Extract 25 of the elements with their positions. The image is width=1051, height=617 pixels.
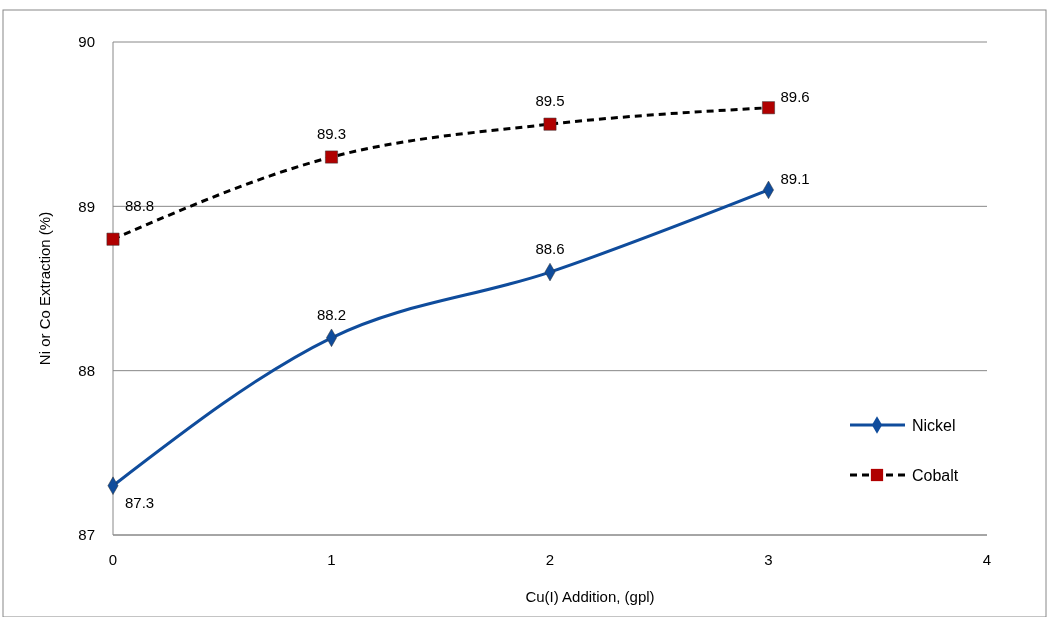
data-label: 88.2 xyxy=(316,305,347,323)
x-tick-label: 0 xyxy=(108,551,118,568)
point xyxy=(762,101,775,115)
y-tick-label: 88 xyxy=(78,361,95,379)
data-label: 88.8 xyxy=(125,197,155,215)
point xyxy=(325,150,338,164)
data-label: 89.6 xyxy=(780,87,810,105)
x-tick-label: 4 xyxy=(982,551,992,568)
x-tick-label: 1 xyxy=(327,551,336,568)
x-tick-label: 3 xyxy=(764,551,773,568)
x-axis-title: Cu(I) Addition, (gpl) xyxy=(525,588,655,605)
data-label: 89.1 xyxy=(780,169,810,187)
point xyxy=(543,117,557,131)
y-tick-label: 87 xyxy=(78,526,95,544)
y-axis-title: Ni or Co Extraction (%) xyxy=(36,211,53,366)
data-label: 88.6 xyxy=(535,240,565,258)
data-label: 89.3 xyxy=(316,125,347,143)
data-label: 87.3 xyxy=(125,493,155,511)
y-tick-label: 89 xyxy=(78,197,95,215)
legend-label: Cobalt xyxy=(912,466,959,484)
data-label: 89.5 xyxy=(535,92,565,110)
x-tick-label: 2 xyxy=(545,551,555,568)
y-tick-label: 90 xyxy=(78,33,95,51)
legend-label: Nickel xyxy=(912,416,956,434)
point xyxy=(106,232,120,246)
